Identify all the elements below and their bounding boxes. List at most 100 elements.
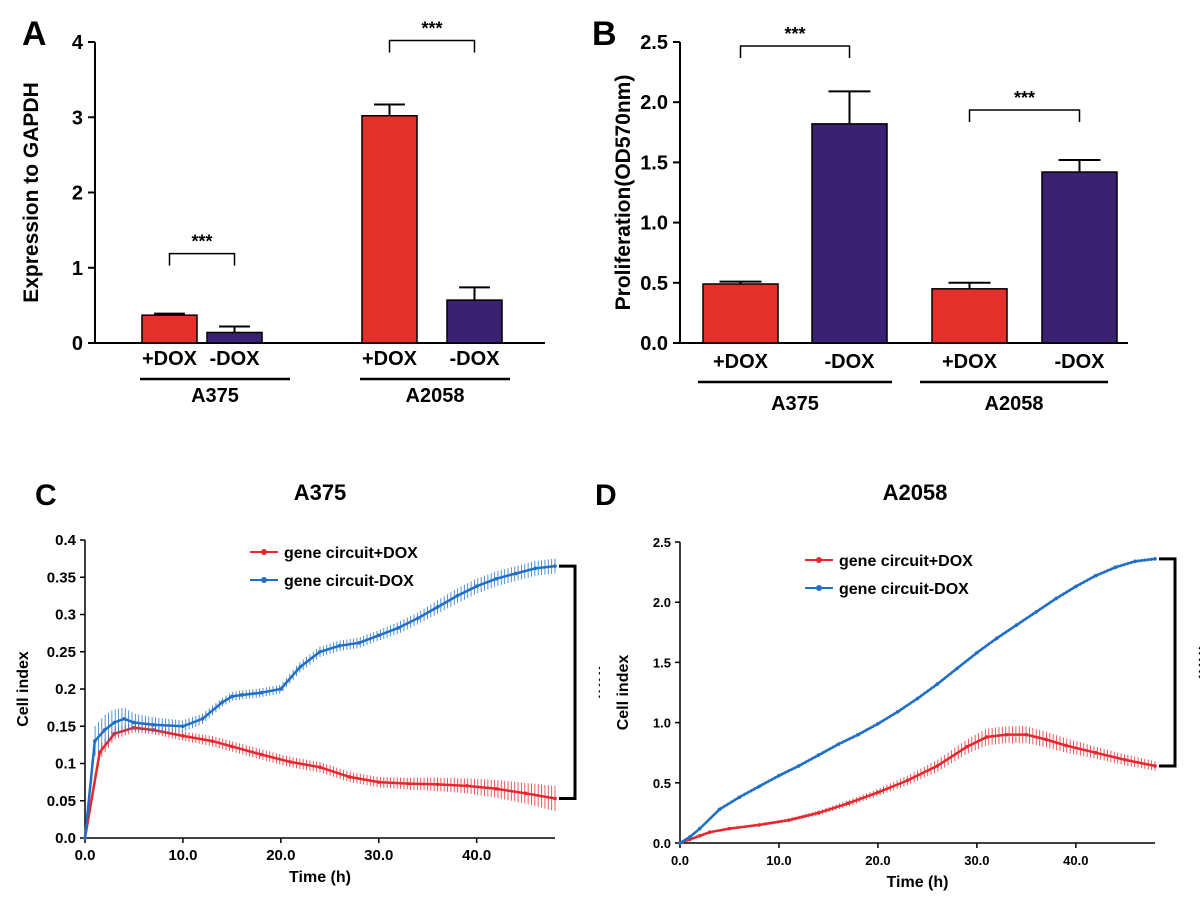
series-line bbox=[679, 557, 1156, 845]
data-point bbox=[935, 764, 940, 768]
x-tick-label: +DOX bbox=[942, 351, 998, 373]
bar bbox=[141, 314, 198, 344]
data-point bbox=[816, 811, 821, 815]
y-axis-label: Proliferation(OD570nm) bbox=[612, 75, 635, 311]
data-point bbox=[435, 782, 440, 787]
data-point bbox=[83, 836, 87, 840]
y-tick-label: 0.3 bbox=[55, 607, 76, 624]
data-point bbox=[376, 780, 381, 784]
y-tick-label: 1.5 bbox=[653, 655, 671, 670]
data-point bbox=[298, 664, 303, 669]
data-point bbox=[376, 633, 381, 638]
bar bbox=[1041, 171, 1118, 344]
legend-label: gene circuit-DOX bbox=[284, 573, 414, 590]
data-point bbox=[318, 649, 322, 654]
data-point bbox=[239, 693, 244, 697]
y-tick-label: 1.5 bbox=[640, 152, 668, 174]
data-point bbox=[435, 605, 440, 609]
panel-a: A 0 1 2 3 4 Expression to GAPDH +DOX -DOX +DOX -DO… bbox=[0, 0, 600, 430]
data-point bbox=[347, 775, 352, 779]
y-tick-label: 0.15 bbox=[47, 718, 76, 735]
data-point bbox=[1044, 737, 1048, 742]
data-point bbox=[514, 571, 518, 576]
bar bbox=[446, 299, 503, 344]
data-point bbox=[357, 641, 361, 645]
data-point bbox=[757, 823, 761, 827]
x-tick-label: 0.0 bbox=[671, 853, 689, 868]
data-point bbox=[935, 682, 940, 686]
x-axis-label: Time (h) bbox=[887, 874, 949, 891]
series-line bbox=[679, 733, 1156, 845]
y-axis-label: Cell index bbox=[15, 651, 32, 727]
x-tick-label: 10.0 bbox=[766, 853, 791, 868]
significance-bracket bbox=[388, 39, 476, 53]
y-tick-label: 0.05 bbox=[47, 793, 76, 810]
chart-title: A375 bbox=[294, 480, 347, 505]
series-dox-plus bbox=[678, 726, 1157, 845]
data-point bbox=[707, 830, 712, 834]
y-tick-label: 0.5 bbox=[640, 273, 668, 295]
y-tick-label: 0.0 bbox=[653, 836, 671, 851]
legend-swatch-marker bbox=[816, 585, 822, 591]
data-point bbox=[474, 584, 479, 588]
data-point bbox=[132, 725, 136, 730]
legend-swatch-marker bbox=[261, 577, 267, 583]
data-point bbox=[1074, 584, 1078, 589]
significance-label: *** bbox=[784, 24, 805, 44]
bar bbox=[811, 123, 888, 344]
data-point bbox=[777, 773, 781, 778]
group-label: A375 bbox=[191, 385, 239, 407]
data-point bbox=[406, 781, 410, 786]
data-point bbox=[1153, 557, 1157, 561]
data-point bbox=[181, 724, 185, 729]
x-tick-label: 20.0 bbox=[266, 847, 295, 864]
data-point bbox=[975, 650, 979, 655]
data-point bbox=[279, 687, 283, 691]
data-point bbox=[102, 728, 107, 732]
line-chart-a2058: D A2058 0.0 0.5 1.0 1.5 2.0 2.5 0.0 10.0 20.0 30.0 4… bbox=[595, 479, 1200, 891]
y-tick-label: 3 bbox=[72, 107, 83, 129]
bar bbox=[206, 331, 263, 344]
data-point bbox=[965, 744, 969, 749]
x-tick-label: 40.0 bbox=[1063, 853, 1088, 868]
data-point bbox=[846, 801, 851, 806]
significance-label: *** bbox=[421, 18, 442, 38]
x-tick-label: -DOX bbox=[1055, 351, 1106, 373]
y-tick-label: 1 bbox=[72, 258, 83, 280]
y-axis-label: Cell index bbox=[615, 655, 632, 731]
x-tick-label: 40.0 bbox=[462, 847, 491, 864]
data-point bbox=[836, 742, 841, 747]
panel-letter: D bbox=[595, 479, 617, 512]
data-point bbox=[337, 643, 342, 648]
data-point bbox=[230, 744, 234, 749]
data-point bbox=[915, 696, 920, 701]
y-tick-label: 1.0 bbox=[653, 716, 671, 731]
legend-label: gene circuit+DOX bbox=[284, 545, 418, 562]
data-point bbox=[288, 760, 293, 764]
data-point bbox=[112, 720, 117, 725]
data-point bbox=[230, 694, 234, 699]
data-point bbox=[132, 720, 136, 725]
y-tick-label: 0.1 bbox=[55, 756, 76, 773]
group-label: A375 bbox=[771, 393, 819, 415]
series-line bbox=[83, 564, 556, 839]
significance-label: *** bbox=[1182, 645, 1200, 680]
significance-bracket bbox=[968, 109, 1081, 122]
data-point bbox=[955, 666, 959, 671]
data-point bbox=[1133, 559, 1138, 564]
line-chart-a375: C A375 0.0 0.05 0.1 0.15 0.2 0.25 0.3 0.35 0.4 0.0 1… bbox=[15, 479, 615, 886]
y-tick-label: 0.4 bbox=[55, 532, 77, 549]
data-point bbox=[737, 795, 742, 800]
data-point bbox=[494, 576, 499, 581]
data-point bbox=[678, 841, 682, 845]
data-point bbox=[876, 790, 880, 795]
y-tick-label: 1.0 bbox=[640, 213, 668, 235]
data-point bbox=[455, 594, 459, 598]
data-point bbox=[1123, 758, 1128, 762]
bar-chart-proliferation: B 0.0 0.5 1.0 1.5 2.0 2.5Proliferation(OD570nm… bbox=[592, 15, 1128, 415]
data-point bbox=[984, 735, 989, 739]
x-tick-label: 30.0 bbox=[964, 853, 989, 868]
data-point bbox=[876, 722, 880, 726]
x-tick-label: -DOX bbox=[825, 351, 876, 373]
significance-bracket bbox=[739, 45, 851, 58]
